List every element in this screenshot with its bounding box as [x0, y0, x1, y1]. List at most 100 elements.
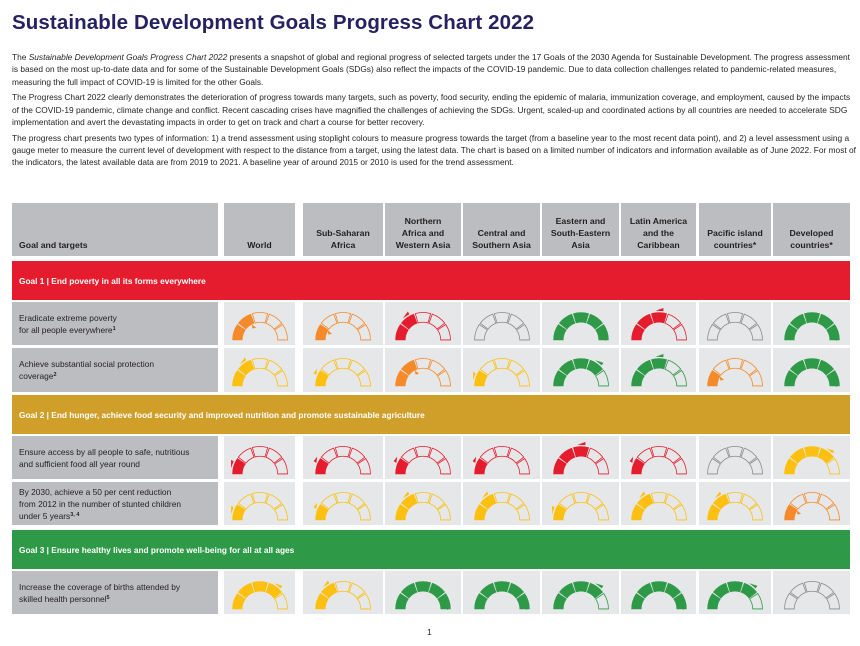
trend-marker-icon — [472, 456, 476, 463]
gauge-segment-filled — [231, 503, 246, 520]
gauge-cell-world — [224, 436, 295, 479]
gauge-segment-empty — [273, 457, 288, 474]
gauge-segment-empty — [572, 491, 589, 503]
page-title: Sustainable Development Goals Progress C… — [12, 11, 535, 34]
gauge-segment-filled — [740, 582, 758, 598]
gauge-segment-empty — [264, 313, 282, 330]
gauge-segment-filled — [400, 313, 418, 329]
column-header-northern-africa-and-western-asia: Northern Africa and Western Asia — [385, 203, 461, 256]
trend-marker-icon — [402, 491, 410, 498]
trend-marker-icon — [313, 368, 318, 375]
gauge-segment-empty — [672, 369, 687, 387]
gauge-segment-empty — [273, 323, 288, 340]
gauge-cell-world — [224, 302, 295, 345]
gauge-cell-world — [224, 571, 295, 614]
gauge-segment-empty — [825, 592, 840, 609]
gauge-cell-latin-america-and-the-caribbean — [621, 571, 696, 614]
gauge-cell-central-and-southern-asia — [463, 348, 540, 392]
gauge-segment-filled — [572, 311, 589, 323]
gauge-segment-empty — [707, 323, 721, 340]
goal-title: Goal 1 | End poverty in all its forms ev… — [19, 275, 206, 286]
gauge-segment-filled — [817, 313, 834, 329]
gauge-meter — [783, 491, 840, 520]
trend-marker-icon — [594, 582, 603, 588]
gauge-segment-empty — [740, 447, 758, 464]
gauge-segment-filled — [231, 370, 246, 387]
gauge-segment-empty — [749, 323, 763, 340]
gauge-segment-empty — [348, 313, 366, 330]
footnote-marker: 3, 4 — [70, 511, 80, 518]
gauge-segment-empty — [428, 493, 446, 510]
gauge-segment-empty — [348, 493, 366, 510]
gauge-segment-empty — [251, 445, 268, 457]
gauge-segment-empty — [749, 369, 763, 387]
column-header-goal-and-targets: Goal and targets — [12, 203, 218, 256]
gauge-cell-sub-saharan-africa — [303, 436, 383, 479]
gauge-segment-empty — [726, 491, 744, 503]
gauge-meter — [393, 445, 451, 474]
trend-marker-icon — [796, 509, 801, 515]
trend-marker-icon — [402, 311, 410, 318]
gauge-segment-empty — [348, 359, 366, 376]
trend-marker-icon — [551, 505, 555, 514]
footnote-marker: 5 — [106, 594, 110, 601]
gauge-segment-empty — [414, 491, 432, 503]
gauge-segment-empty — [506, 493, 524, 510]
gauge-segment-filled — [558, 313, 575, 329]
column-header-pacific-island-countries: Pacific island countries* — [699, 203, 771, 256]
gauge-cell-pacific-island-countries — [699, 302, 771, 345]
gauge-meter — [230, 491, 288, 520]
intro-text: The Sustainable Development Goals Progre… — [12, 51, 858, 172]
gauge-meter — [630, 491, 687, 520]
gauge-segment-empty — [672, 457, 687, 474]
trend-marker-icon — [230, 459, 234, 468]
gauge-segment-empty — [506, 313, 524, 330]
gauge-segment-empty — [251, 311, 268, 323]
gauge-segment-filled — [630, 503, 645, 520]
gauge-segment-empty — [437, 369, 451, 387]
gauge-segment-filled — [552, 323, 567, 340]
gauge-meter — [783, 580, 840, 609]
gauge-segment-filled — [473, 503, 488, 520]
gauge-segment-filled — [789, 447, 806, 463]
gauge-segment-filled — [783, 323, 798, 340]
trend-marker-icon — [251, 323, 256, 329]
trend-marker-icon — [481, 491, 488, 498]
gauge-segment-empty — [740, 493, 758, 510]
gauge-segment-filled — [320, 582, 338, 598]
gauge-segment-empty — [479, 359, 497, 376]
column-header-latin-america-and-the-caribbean: Latin America and the Caribbean — [621, 203, 696, 256]
gauge-segment-filled — [558, 582, 575, 598]
gauge-cell-eastern-and-south-eastern-asia — [542, 571, 619, 614]
gauge-segment-empty — [348, 582, 366, 599]
gauge-segment-empty — [585, 447, 603, 464]
gauge-segment-filled — [817, 447, 834, 463]
gauge-meter — [707, 580, 763, 609]
gauge-segment-empty — [437, 503, 451, 520]
gauge-segment-filled — [400, 359, 418, 376]
gauge-meter — [473, 311, 530, 340]
gauge-meter — [552, 311, 609, 341]
gauge-meter — [395, 580, 451, 610]
gauge-meter — [395, 311, 451, 340]
gauge-segment-filled — [803, 358, 820, 370]
gauge-cell-central-and-southern-asia — [463, 436, 540, 479]
gauge-segment-filled — [726, 580, 744, 592]
gauge-meter — [783, 445, 840, 474]
gauge-segment-empty — [357, 369, 371, 387]
gauge-segment-filled — [803, 311, 820, 323]
gauge-segment-filled — [783, 370, 798, 387]
gauge-segment-filled — [630, 592, 645, 609]
gauge-segment-empty — [348, 447, 366, 464]
gauge-segment-empty — [749, 503, 763, 520]
gauge-meter — [230, 445, 288, 474]
gauge-segment-filled — [237, 313, 254, 329]
gauge-segment-empty — [636, 447, 654, 464]
gauge-meter — [313, 491, 371, 520]
gauge-segment-filled — [586, 313, 603, 329]
gauge-segment-empty — [320, 359, 338, 376]
gauge-segment-empty — [803, 491, 820, 503]
gauge-meter — [783, 311, 840, 341]
gauge-meter — [231, 311, 288, 340]
gauge-segment-empty — [749, 592, 763, 609]
